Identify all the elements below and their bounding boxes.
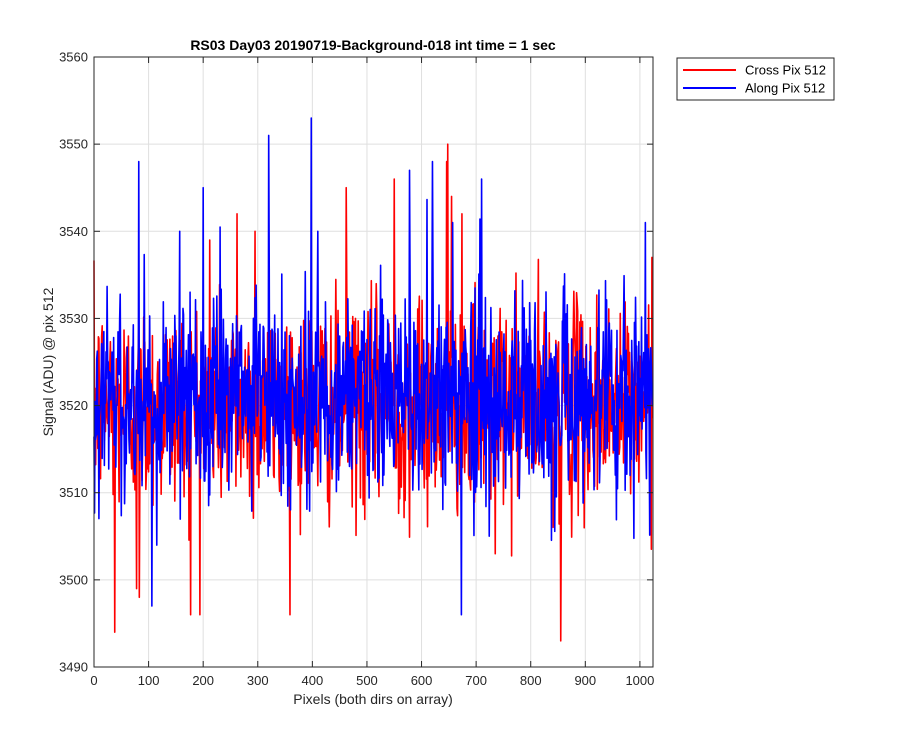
axes-frame <box>93 56 654 668</box>
x-tick-label: 500 <box>356 673 378 688</box>
series-line-along <box>93 117 654 616</box>
x-tick-label: 700 <box>465 673 487 688</box>
x-tick-label: 600 <box>411 673 433 688</box>
y-tick-label: 3530 <box>59 311 88 326</box>
x-tick-label: 200 <box>192 673 214 688</box>
legend-label-cross: Cross Pix 512 <box>745 63 826 78</box>
legend: Cross Pix 512 Along Pix 512 <box>676 57 835 101</box>
y-tick-label: 3510 <box>59 485 88 500</box>
chart-title: RS03 Day03 20190719-Background-018 int t… <box>190 37 556 53</box>
y-tick-label: 3490 <box>59 660 88 675</box>
y-tick-label: 3520 <box>59 398 88 413</box>
tick-labels: 0 100 200 300 400 500 600 700 800 900 1000 3490 3500… <box>59 50 654 689</box>
x-tick-label: 1000 <box>625 673 654 688</box>
y-tick-label: 3560 <box>59 50 88 65</box>
x-axis-label: Pixels (both dirs on array) <box>293 691 453 707</box>
y-axis-label: Signal (ADU) @ pix 512 <box>40 287 56 436</box>
x-tick-label: 400 <box>302 673 324 688</box>
y-tick-label: 3550 <box>59 137 88 152</box>
x-tick-label: 0 <box>90 673 97 688</box>
legend-box <box>676 57 835 101</box>
y-tick-label: 3500 <box>59 572 88 587</box>
series-group <box>93 117 654 642</box>
x-tick-label: 800 <box>520 673 542 688</box>
x-tick-label: 300 <box>247 673 269 688</box>
x-tick-label: 100 <box>138 673 160 688</box>
x-tick-label: 900 <box>574 673 596 688</box>
y-tick-label: 3540 <box>59 224 88 239</box>
legend-label-along: Along Pix 512 <box>745 81 825 96</box>
